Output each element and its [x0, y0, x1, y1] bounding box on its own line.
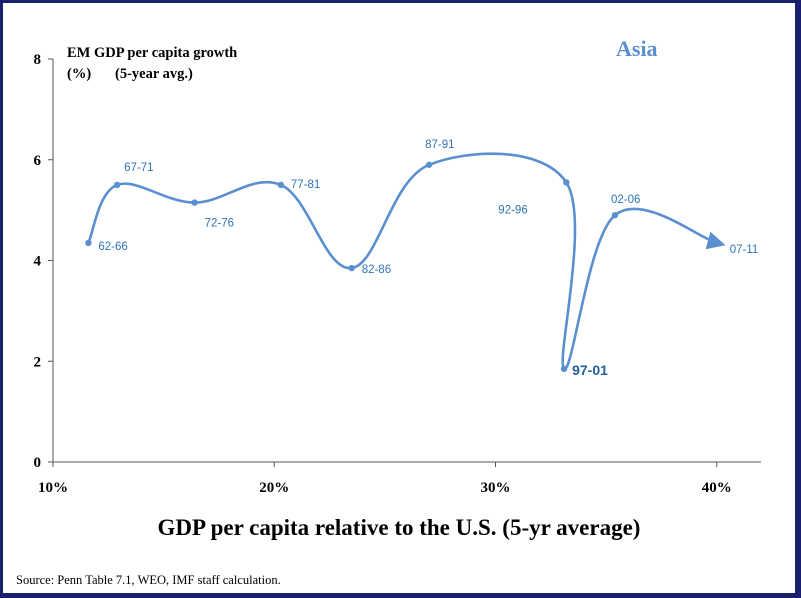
data-label: 92-96 — [498, 204, 527, 216]
chart-plot: 0 2 4 6 8 10% 20% 30% 40% 62-66 67-71 72-76 77-81 82… — [34, 52, 761, 496]
data-point — [85, 239, 92, 247]
series-line — [87, 152, 726, 371]
x-tick-label: 40% — [702, 480, 732, 496]
data-label: 62-66 — [98, 241, 127, 253]
data-point — [113, 181, 121, 189]
y-tick-label: 0 — [34, 455, 42, 471]
axes: 0 2 4 6 8 10% 20% 30% 40% — [34, 52, 761, 496]
data-label: 67-71 — [124, 162, 153, 174]
labels: 62-66 67-71 72-76 77-81 82-86 87-91 92-96 97-01… — [98, 139, 758, 378]
data-point — [611, 211, 619, 219]
y-tick-label: 6 — [34, 153, 42, 169]
data-label: 02-06 — [611, 194, 640, 206]
chart-title: Asia — [616, 36, 658, 61]
y-axis-avg: (5-year avg.) — [115, 66, 193, 82]
x-tick-label: 10% — [38, 480, 68, 496]
data-label: 87-91 — [425, 139, 454, 151]
y-axis-title: EM GDP per capita growth (%) (5-year avg.… — [67, 43, 237, 85]
data-label: 07-11 — [730, 244, 759, 256]
y-axis-title-line1: EM GDP per capita growth — [67, 45, 238, 61]
y-tick-label: 2 — [34, 354, 42, 370]
data-point — [560, 365, 568, 373]
y-axis-title-line2: (%) (5-year avg.) — [67, 64, 237, 85]
source-note: Source: Penn Table 7.1, WEO, IMF staff c… — [16, 573, 281, 587]
data-label: 82-86 — [362, 264, 391, 276]
data-point — [348, 264, 355, 272]
y-tick-label: 4 — [34, 254, 42, 270]
marks — [85, 152, 726, 373]
data-point — [277, 181, 285, 189]
chart-frame: 0 2 4 6 8 10% 20% 30% 40% 62-66 67-71 72-76 77-81 82… — [3, 3, 795, 593]
data-label: 72-76 — [205, 218, 234, 230]
x-tick-label: 30% — [481, 480, 511, 496]
x-tick-label: 20% — [259, 480, 289, 496]
y-tick-label: 8 — [34, 52, 42, 68]
data-point — [425, 161, 433, 168]
data-label: 97-01 — [572, 362, 608, 378]
data-point — [191, 199, 198, 206]
y-axis-units: (%) — [67, 66, 92, 82]
data-point — [563, 179, 570, 186]
data-label: 77-81 — [291, 179, 320, 191]
x-axis-title: GDP per capita relative to the U.S. (5-y… — [157, 515, 641, 540]
